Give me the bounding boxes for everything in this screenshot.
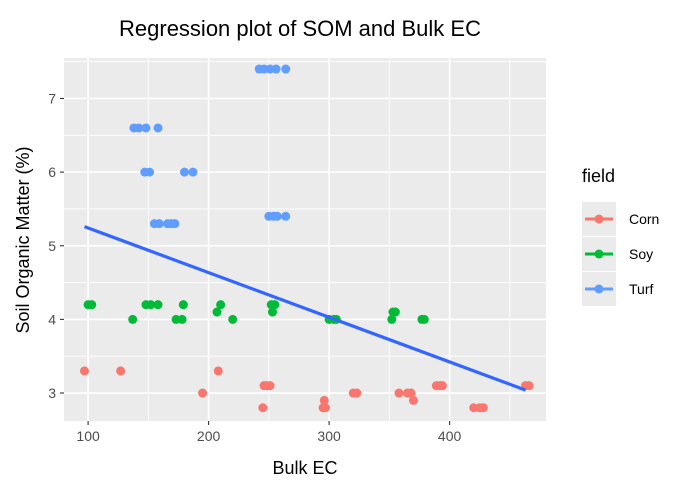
data-point-soy — [228, 314, 238, 324]
grid-minor — [64, 58, 546, 421]
data-point-corn — [408, 395, 418, 405]
regression-line — [83, 225, 527, 392]
data-point-corn — [79, 366, 89, 376]
data-point-turf — [153, 123, 163, 133]
data-point-soy — [128, 314, 138, 324]
x-tick-label: 100 — [76, 428, 100, 444]
y-tick-label: 7 — [48, 90, 56, 106]
y-axis-title: Soil Organic Matter (%) — [13, 146, 33, 333]
data-point-corn — [437, 381, 447, 391]
x-tick-label: 400 — [438, 428, 462, 444]
data-point-soy — [267, 307, 277, 317]
data-point-turf — [188, 167, 198, 177]
y-tick-label: 6 — [48, 164, 56, 180]
data-point-turf — [271, 64, 281, 74]
legend-entries: Corn Soy Turf — [582, 202, 659, 306]
data-point-turf — [272, 211, 282, 221]
data-point-corn — [524, 381, 534, 391]
data-point-corn — [406, 388, 416, 398]
data-point-corn — [258, 403, 268, 413]
legend-label-soy: Soy — [629, 246, 653, 262]
data-point-turf — [134, 123, 144, 133]
data-point-soy — [419, 314, 429, 324]
legend-key-point — [594, 249, 604, 259]
data-point-soy — [177, 314, 187, 324]
data-point-soy — [216, 300, 226, 310]
x-axis-title: Bulk EC — [272, 458, 337, 478]
data-point-corn — [478, 403, 488, 413]
data-point-turf — [154, 219, 164, 229]
data-point-soy — [87, 300, 97, 310]
y-tick-label: 4 — [48, 311, 56, 327]
data-point-turf — [170, 219, 180, 229]
data-point-corn — [213, 366, 223, 376]
chart-title: Regression plot of SOM and Bulk EC — [119, 16, 481, 41]
legend-label-corn: Corn — [629, 211, 659, 227]
y-tick-label: 5 — [48, 238, 56, 254]
data-point-corn — [320, 403, 330, 413]
data-point-corn — [198, 388, 208, 398]
data-point-turf — [281, 64, 291, 74]
data-point-soy — [212, 307, 222, 317]
legend-key-point — [594, 284, 604, 294]
legend: field Corn Soy Turf — [582, 166, 659, 306]
y-tick-label: 3 — [48, 385, 56, 401]
data-points — [79, 64, 534, 413]
data-point-corn — [116, 366, 126, 376]
data-point-soy — [178, 300, 188, 310]
data-point-corn — [352, 388, 362, 398]
data-point-soy — [390, 307, 400, 317]
data-point-corn — [394, 388, 404, 398]
legend-key-point — [594, 214, 604, 224]
plot-panel — [64, 58, 546, 421]
data-point-turf — [145, 167, 155, 177]
legend-label-turf: Turf — [629, 281, 653, 297]
data-point-soy — [387, 314, 397, 324]
data-point-turf — [141, 123, 151, 133]
legend-title: field — [582, 166, 615, 186]
x-tick-label: 200 — [197, 428, 221, 444]
data-point-soy — [153, 300, 163, 310]
data-point-corn — [265, 381, 275, 391]
data-point-turf — [281, 211, 291, 221]
data-point-soy — [146, 300, 156, 310]
regression-line-group — [83, 225, 527, 392]
data-point-turf — [180, 167, 189, 177]
x-tick-label: 300 — [317, 428, 341, 444]
data-point-corn — [319, 395, 329, 405]
data-point-soy — [270, 300, 280, 310]
y-axis-ticks: 3 4 5 6 7 — [48, 90, 64, 401]
x-axis-ticks: 100 200 300 400 — [76, 421, 461, 444]
